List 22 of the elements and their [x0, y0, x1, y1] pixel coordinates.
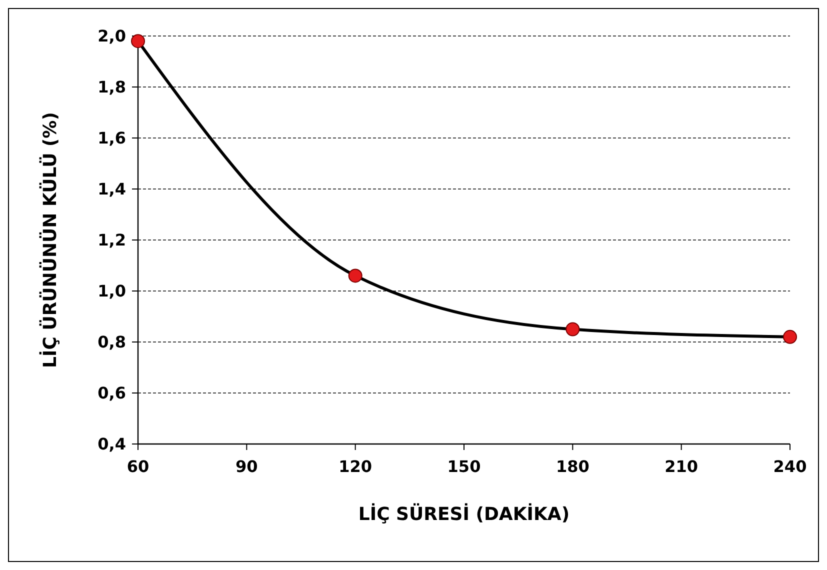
y-tick-label: 0,4	[98, 434, 126, 454]
y-tick-label: 1,4	[98, 180, 126, 199]
point	[783, 330, 797, 344]
x-tick-label: 90	[236, 457, 258, 476]
y-axis-title: LİÇ ÜRÜNÜNÜN KÜLÜ (%)	[39, 112, 61, 368]
y-tick-label: 2,0	[98, 26, 126, 46]
x-tick-label: 240	[773, 457, 807, 476]
x-tick-label: 180	[556, 457, 590, 476]
x-tick-label: 120	[338, 457, 372, 476]
x-axis-title: LİÇ SÜRESİ (DAKİKA)	[358, 503, 570, 525]
point	[348, 268, 362, 283]
x-tick-label: 60	[126, 457, 150, 476]
y-tick-label: 1,6	[98, 128, 126, 148]
y-tick-label: 1,8	[98, 78, 126, 97]
y-tick-label: 0,8	[98, 332, 126, 352]
y-tick-label: 1,2	[98, 230, 126, 250]
point	[131, 34, 145, 48]
point	[566, 322, 580, 336]
y-tick-label: 0,6	[98, 384, 126, 403]
x-tick-label: 210	[664, 457, 698, 476]
x-tick-label: 150	[447, 457, 481, 476]
y-tick-label: 1,0	[98, 282, 126, 301]
